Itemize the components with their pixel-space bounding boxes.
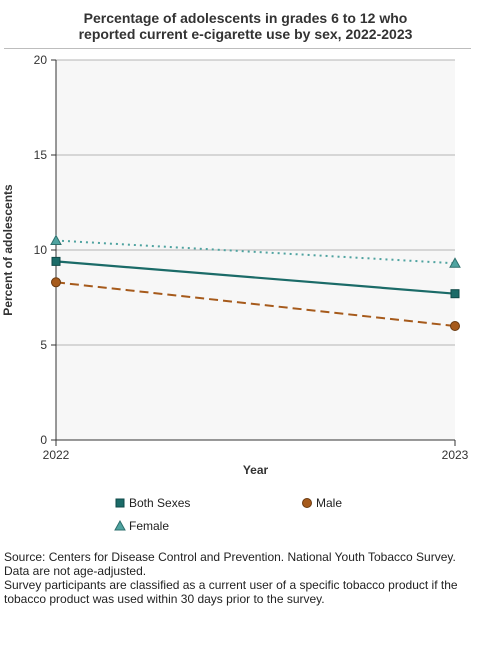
data-point bbox=[51, 277, 61, 288]
x-axis-title: Year bbox=[243, 463, 269, 477]
source-note: Source: Centers for Disease Control and … bbox=[4, 550, 456, 564]
y-tick-label: 0 bbox=[40, 433, 47, 447]
data-point bbox=[449, 257, 461, 268]
data-point bbox=[51, 256, 61, 266]
legend-label: Male bbox=[316, 496, 342, 510]
legend-swatch bbox=[114, 519, 126, 531]
legend-item-female: Female bbox=[114, 519, 169, 533]
series-line bbox=[55, 239, 456, 265]
y-tick-label: 20 bbox=[34, 53, 48, 67]
grid-layer bbox=[56, 59, 455, 346]
legend-label: Both Sexes bbox=[129, 496, 190, 510]
series-layer bbox=[50, 234, 461, 331]
legend: Both Sexes Male Female bbox=[114, 496, 342, 533]
data-point bbox=[450, 289, 460, 299]
y-axis-title: Percent of adolescents bbox=[1, 184, 15, 316]
legend-item-male: Male bbox=[302, 496, 342, 510]
series-female bbox=[50, 234, 461, 268]
source-notes: Source: Centers for Disease Control and … bbox=[4, 550, 488, 606]
series-line bbox=[55, 260, 456, 295]
line-chart: 0 5 10 15 20 2022 2023 Both Sexes Male Female Pe… bbox=[1, 53, 469, 533]
axes-layer: 0 5 10 15 20 2022 2023 bbox=[34, 53, 469, 462]
x-tick-label: 2023 bbox=[442, 448, 469, 462]
series-male bbox=[51, 277, 460, 331]
legend-swatch bbox=[115, 498, 125, 508]
chart-title: Percentage of adolescents in grades 6 to… bbox=[0, 10, 491, 42]
series-line bbox=[55, 281, 456, 327]
y-tick-label: 15 bbox=[34, 148, 48, 162]
legend-item-both-sexes: Both Sexes bbox=[115, 496, 190, 510]
y-tick-label: 5 bbox=[40, 338, 47, 352]
data-point bbox=[50, 234, 62, 245]
legend-swatch bbox=[302, 498, 312, 508]
data-point bbox=[450, 321, 460, 331]
legend-label: Female bbox=[129, 519, 169, 533]
x-tick-label: 2022 bbox=[43, 448, 70, 462]
y-tick-label: 10 bbox=[34, 243, 48, 257]
series-both-sexes bbox=[51, 256, 460, 299]
age-adjust-note: Data are not age-adjusted. bbox=[4, 564, 147, 578]
definition-note: Survey participants are classified as a … bbox=[4, 578, 458, 606]
title-divider bbox=[4, 48, 471, 49]
chart-title-line-1: Percentage of adolescents in grades 6 to… bbox=[83, 10, 408, 26]
chart-title-line-2: reported current e-cigarette use by sex,… bbox=[78, 26, 413, 42]
